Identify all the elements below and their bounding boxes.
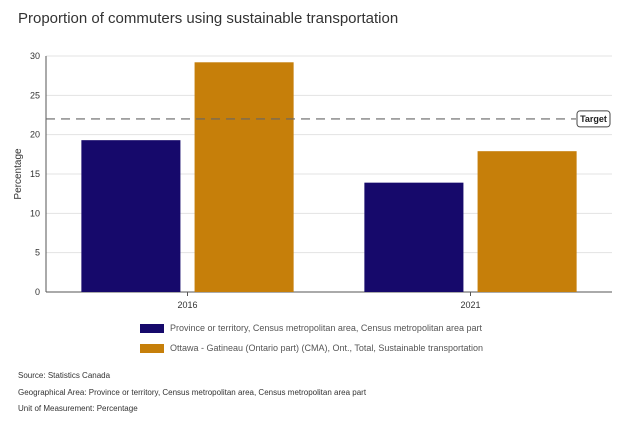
footer-unit: Unit of Measurement: Percentage (18, 404, 138, 413)
geo-value: Province or territory, Census metropolit… (88, 388, 367, 397)
legend-swatch-1 (140, 323, 164, 333)
footer-geo: Geographical Area: Province or territory… (18, 388, 366, 397)
y-tick-label: 25 (30, 90, 40, 100)
geo-label: Geographical Area: (18, 388, 87, 397)
legend-item-1[interactable]: Province or territory, Census metropolit… (140, 323, 482, 333)
y-axis-title: Percentage (13, 148, 24, 200)
source-label: Source: (18, 371, 46, 380)
bar-2021-series-1[interactable] (364, 182, 464, 292)
y-tick-label: 0 (35, 287, 40, 297)
legend-item-2[interactable]: Ottawa - Gatineau (Ontario part) (CMA), … (140, 343, 483, 353)
y-tick-label: 15 (30, 169, 40, 179)
x-tick-label: 2021 (460, 300, 480, 310)
y-tick-label: 30 (30, 51, 40, 61)
target-label-box (576, 110, 611, 128)
target-label: Target (580, 114, 607, 124)
legend-label-2: Ottawa - Gatineau (Ontario part) (CMA), … (170, 343, 483, 353)
bar-2016-series-1[interactable] (81, 140, 181, 292)
chart-title: Proportion of commuters using sustainabl… (18, 10, 399, 27)
y-tick-label: 20 (30, 130, 40, 140)
bar-2021-series-2[interactable] (477, 151, 577, 292)
source-value: Statistics Canada (47, 371, 111, 380)
footer-source: Source: Statistics Canada (18, 371, 110, 380)
legend-label-1: Province or territory, Census metropolit… (170, 323, 482, 333)
x-tick-label: 2016 (177, 300, 197, 310)
y-tick-label: 10 (30, 208, 40, 218)
unit-value: Percentage (96, 404, 138, 413)
legend-swatch-2 (140, 343, 164, 353)
y-tick-label: 5 (35, 248, 40, 258)
unit-label: Unit of Measurement: (18, 404, 95, 413)
bar-2016-series-2[interactable] (194, 62, 294, 292)
